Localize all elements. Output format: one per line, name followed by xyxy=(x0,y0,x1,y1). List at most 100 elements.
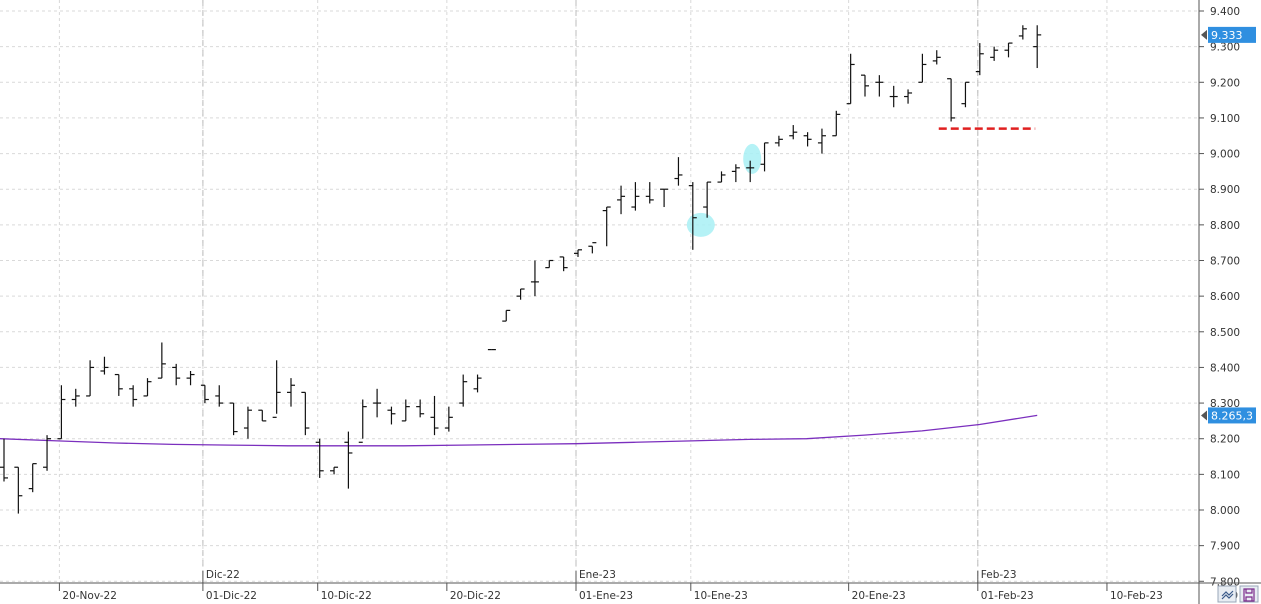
x-bottom-label: 20-Nov-22 xyxy=(62,590,117,602)
ohlc-bar xyxy=(545,259,554,269)
ohlc-bar xyxy=(631,182,640,211)
ohlc-bar xyxy=(100,356,109,375)
highlight-marker xyxy=(743,143,762,174)
y-tick-label: 8.800 xyxy=(1210,220,1240,232)
price-tag: 8.265,3 xyxy=(1201,407,1256,424)
ohlc-bar xyxy=(358,399,367,443)
ohlc-bar xyxy=(330,466,339,475)
ohlc-bar xyxy=(817,128,826,154)
y-tick-label: 8.500 xyxy=(1210,327,1240,339)
ohlc-bar xyxy=(502,309,511,322)
zoom-fit-icon xyxy=(1221,590,1234,600)
ohlc-bar xyxy=(516,288,525,300)
ohlc-bar xyxy=(1018,25,1027,40)
x-bottom-label: 20-Ene-23 xyxy=(852,590,906,602)
highlight-marker xyxy=(686,212,715,237)
x-top-label: Dic-22 xyxy=(206,569,240,581)
ohlc-bar xyxy=(688,182,697,250)
ohlc-bar xyxy=(617,185,626,215)
ohlc-bar xyxy=(1033,25,1042,69)
x-bottom-label: 20-Dic-22 xyxy=(450,590,501,602)
ohlc-bar xyxy=(344,431,353,489)
save-icon xyxy=(1243,588,1255,602)
ohlc-bar xyxy=(530,260,539,297)
chart-buttons[interactable] xyxy=(1217,585,1259,603)
y-tick-label: 8.200 xyxy=(1210,434,1240,446)
ohlc-bar xyxy=(57,385,66,440)
x-top-label: Feb-23 xyxy=(981,569,1017,581)
y-tick-label: 9.400 xyxy=(1210,6,1240,18)
price-tag-text: 9.333 xyxy=(1211,29,1243,42)
ohlc-bar xyxy=(86,360,95,397)
ohlc-bar xyxy=(746,160,755,183)
ohlc-bar xyxy=(932,50,941,65)
ohlc-bar xyxy=(961,81,970,108)
ohlc-bar xyxy=(717,171,726,183)
y-tick-label: 8.400 xyxy=(1210,362,1240,374)
ohlc-bar xyxy=(200,384,209,404)
moving-average-line xyxy=(0,414,1038,447)
x-bottom-label: 10-Ene-23 xyxy=(694,590,748,602)
ohlc-bar xyxy=(660,188,669,208)
ohlc-bar xyxy=(229,402,238,436)
ohlc-bar xyxy=(14,466,23,514)
ohlc-bar xyxy=(287,378,295,407)
y-tick-label: 8.900 xyxy=(1210,184,1240,196)
ohlc-bar xyxy=(645,182,654,204)
y-tick-label: 9.000 xyxy=(1210,149,1240,161)
y-tick-label: 9.100 xyxy=(1210,113,1240,125)
x-bottom-label: 01-Dic-22 xyxy=(206,590,257,602)
ohlc-bar xyxy=(387,406,396,425)
y-tick-label: 8.300 xyxy=(1210,398,1240,410)
ohlc-bar xyxy=(1004,42,1013,58)
ohlc-bar xyxy=(172,363,181,386)
ohlc-bar xyxy=(846,53,855,105)
x-axis: Dic-22 Ene-23 Feb-23 20-Nov-22 01-Dic-22 10-D… xyxy=(0,569,1261,602)
y-axis: 9.400 9.300 9.200 9.100 9.000 8.900 8.800 8.700… xyxy=(1198,0,1240,604)
moving-average xyxy=(0,414,1038,447)
ohlc-bar xyxy=(43,435,52,471)
ohlc-bar xyxy=(947,78,956,122)
ohlc-bar xyxy=(430,395,439,436)
ohlc-bar xyxy=(473,374,482,393)
ohlc-bar xyxy=(574,249,582,257)
ohlc-bar xyxy=(918,53,927,83)
x-bottom-label: 10-Feb-23 xyxy=(1110,590,1163,602)
ohlc-bar xyxy=(114,373,123,396)
ohlc-bar xyxy=(990,46,999,61)
ohlc-bar xyxy=(602,206,611,247)
save-button[interactable] xyxy=(1239,585,1259,603)
ohlc-bar xyxy=(186,370,195,386)
x-top-label: Ene-23 xyxy=(579,569,616,581)
ohlc-bar xyxy=(861,74,869,97)
ohlc-bar xyxy=(243,406,252,439)
y-tick-label: 9.300 xyxy=(1210,42,1240,54)
ohlc-bar xyxy=(975,43,984,76)
y-tick-label: 8.100 xyxy=(1210,469,1240,481)
y-tick-label: 7.900 xyxy=(1210,541,1240,553)
ohlc-bar xyxy=(588,242,597,254)
ohlc-bar xyxy=(416,399,425,418)
x-bottom-label: 01-Ene-23 xyxy=(579,590,633,602)
ohlc-bar xyxy=(760,142,769,172)
ohlc-bar xyxy=(731,164,740,183)
ohlc-bar xyxy=(803,132,812,147)
ohlc-bar xyxy=(674,157,683,186)
ohlc-bar xyxy=(157,342,166,379)
y-tick-label: 9.200 xyxy=(1210,77,1240,89)
zoom-fit-button[interactable] xyxy=(1217,585,1237,603)
ohlc-bar xyxy=(832,110,841,137)
highlights xyxy=(686,143,762,237)
ohlc-bar xyxy=(143,378,152,397)
ohlc-bar xyxy=(258,409,267,422)
ohlc-bar xyxy=(774,135,783,147)
ohlc-bar xyxy=(904,89,913,104)
ohlc-bar xyxy=(0,438,8,482)
ohlc-bar xyxy=(315,438,324,478)
ohlc-bar xyxy=(789,125,798,140)
ohlc-bar xyxy=(703,181,712,218)
ohlc-bar xyxy=(215,385,224,407)
ohlc-bar xyxy=(301,391,310,436)
